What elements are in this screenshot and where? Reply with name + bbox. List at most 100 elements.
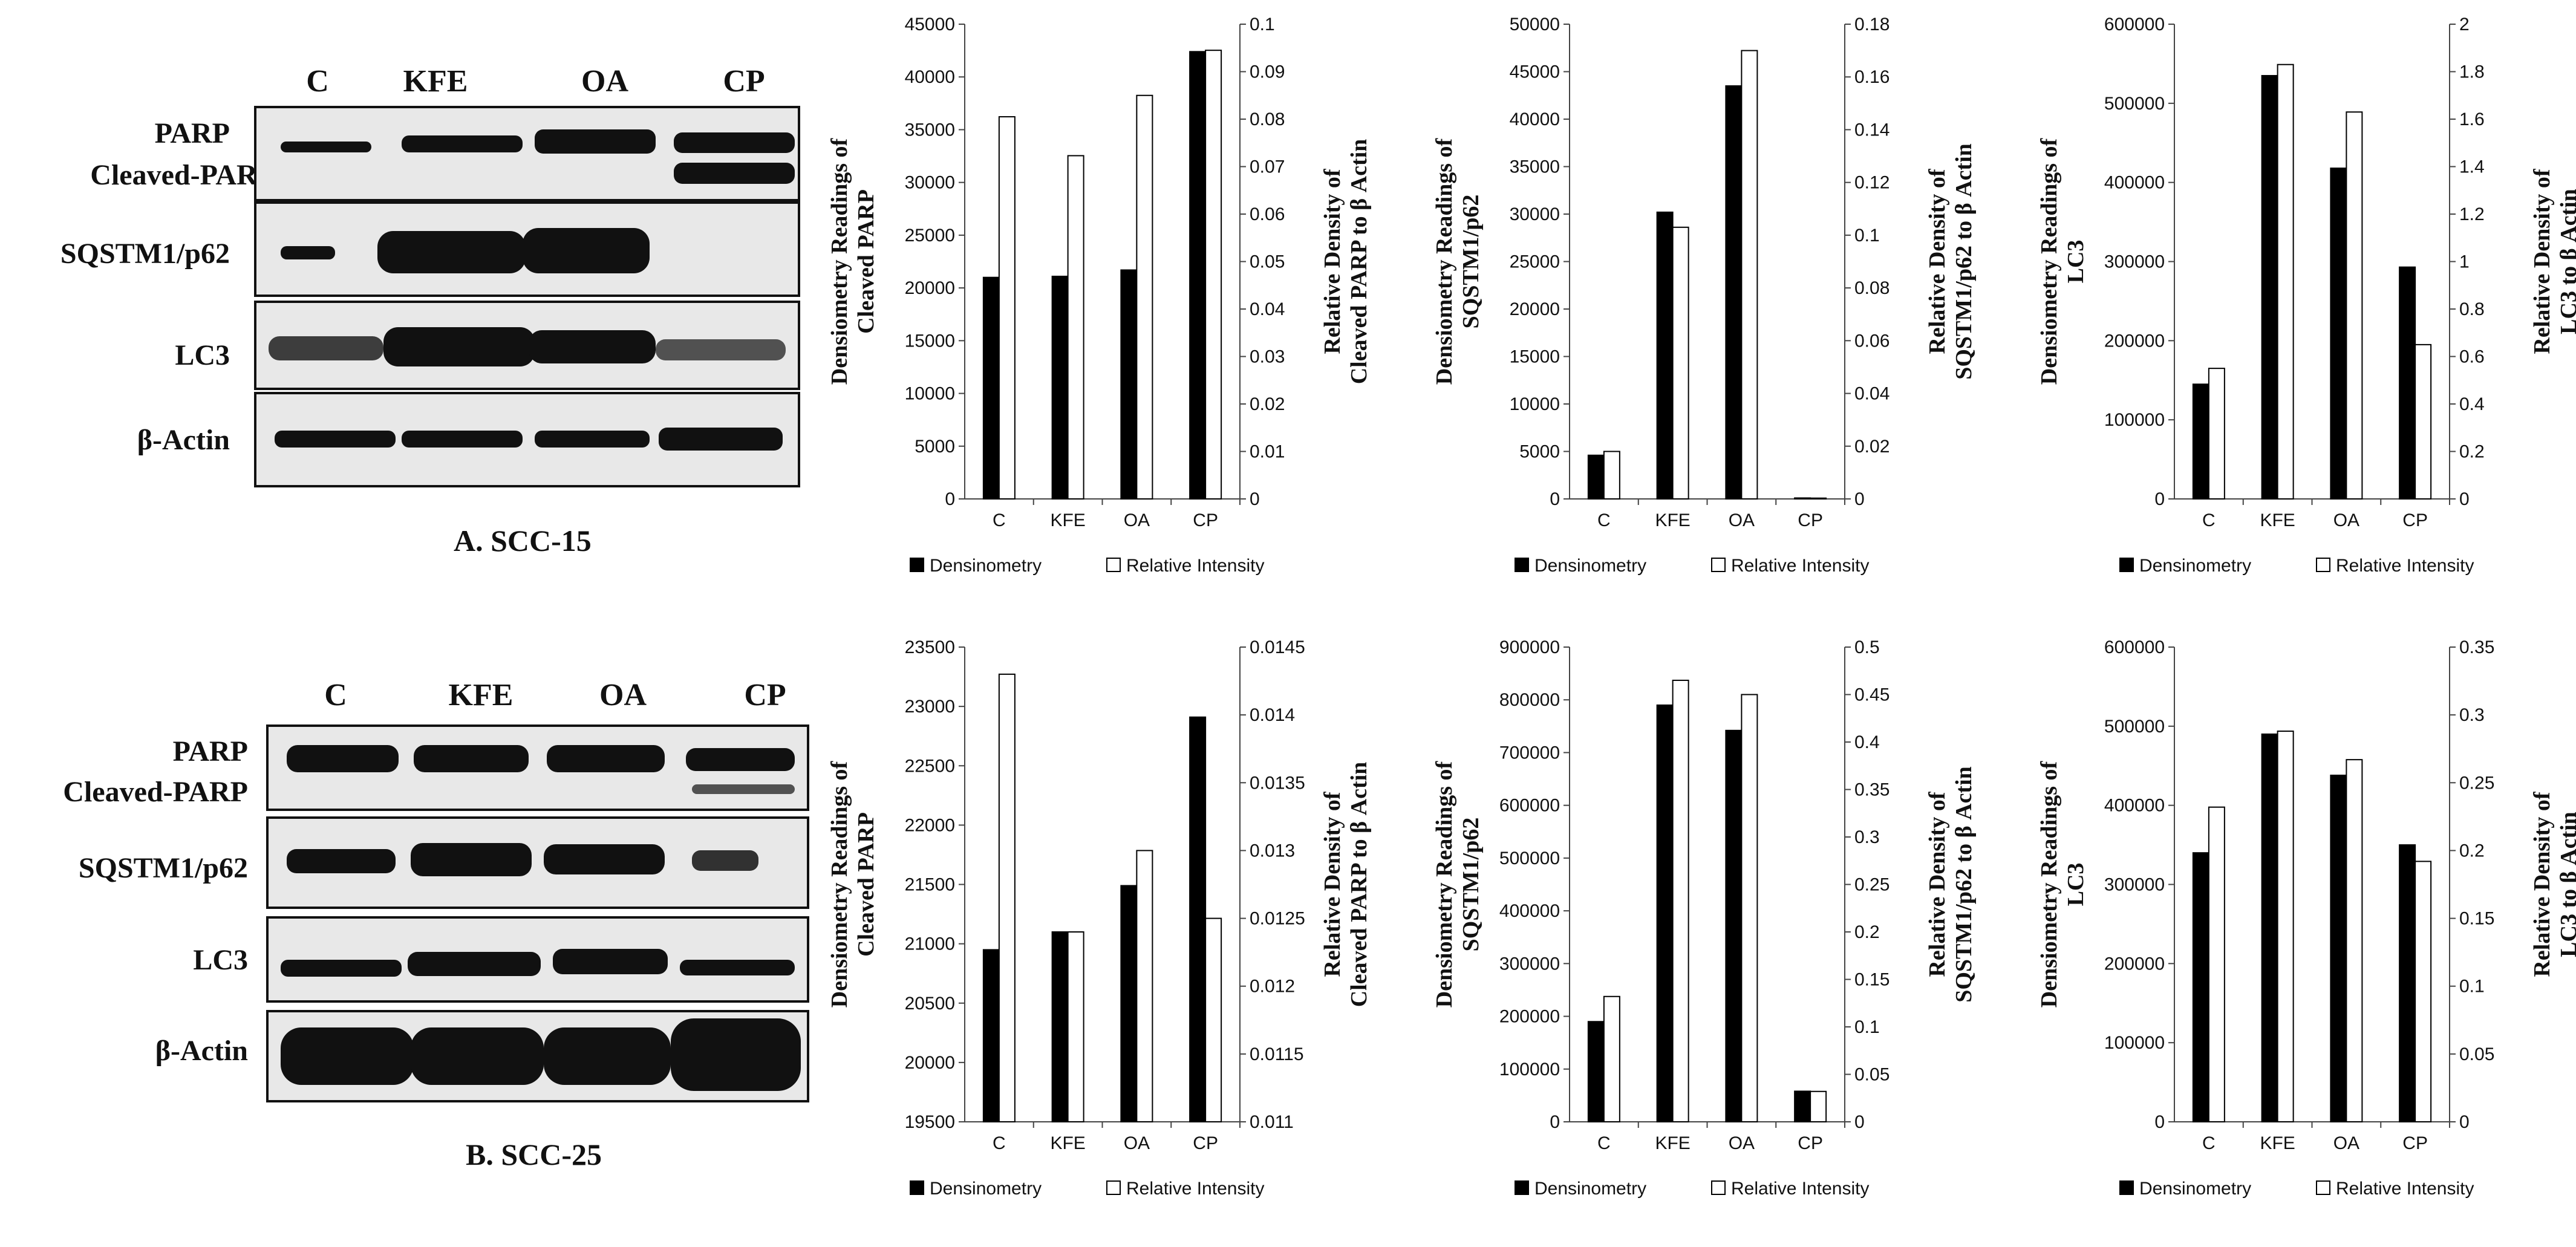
right-tick-label: 0.06 — [1854, 331, 1890, 351]
left-tick-label: 20000 — [905, 1053, 955, 1073]
left-axis-title: LC3 — [2063, 863, 2089, 907]
left-tick-label: 0 — [2154, 1112, 2165, 1132]
blot-strip-sqstm1 — [266, 816, 809, 909]
right-tick-label: 0.16 — [1854, 67, 1890, 87]
relative-intensity-bar-c — [2208, 368, 2225, 500]
left-axis-title: Cleaved PARP — [853, 189, 879, 334]
left-tick-label: 0 — [1550, 1112, 1560, 1132]
right-tick-label: 0.1 — [2459, 977, 2485, 997]
left-tick-label: 20000 — [1510, 299, 1560, 319]
left-tick-label: 22500 — [905, 756, 955, 776]
panel-caption-scc25: B. SCC-25 — [466, 1138, 602, 1171]
row-label-actin: β-Actin — [137, 424, 230, 456]
relative-intensity-bar-cp — [1810, 497, 1827, 500]
left-tick-label: 25000 — [1510, 252, 1560, 272]
blot-panel-scc25: C KFE OA CP PARP Cleaved-PARP SQSTM1/p62… — [0, 641, 810, 1185]
row-label-parp: PARP — [172, 735, 248, 767]
category-label: C — [2202, 1133, 2216, 1153]
left-tick-label: 100000 — [2104, 1033, 2165, 1053]
right-tick-label: 0.0115 — [1250, 1044, 1304, 1064]
left-tick-label: 23500 — [905, 637, 955, 657]
relative-intensity-bar-oa — [1741, 50, 1758, 500]
relative-intensity-bar-c — [998, 673, 1016, 1123]
lane-label-oa: OA — [581, 64, 628, 99]
blot-strip-sqstm1 — [254, 201, 800, 297]
densinometry-bar-c — [2192, 383, 2209, 500]
left-tick-label: 21000 — [905, 934, 955, 954]
blot-panel-scc15: C KFE OA CP PARP Cleaved-PARP SQSTM1/p62… — [0, 0, 810, 581]
densinometry-bar-oa — [1120, 885, 1138, 1122]
left-tick-label: 100000 — [2104, 410, 2165, 430]
left-tick-label: 900000 — [1499, 637, 1560, 657]
category-label: CP — [2402, 1133, 2428, 1153]
right-tick-label: 0.1 — [1250, 15, 1275, 34]
densinometry-bar-c — [2192, 852, 2209, 1122]
densinometry-bar-cp — [2399, 266, 2416, 500]
right-tick-label: 0.05 — [2459, 1044, 2494, 1064]
densinometry-bar-cp — [1189, 51, 1207, 500]
chart-scc15-cleaved-parp: 0 5000 10000 15000 20000 25000 30000 35000 40000… — [827, 15, 1372, 576]
densinometry-bar-cp — [1794, 1090, 1811, 1123]
legend-label-densinometry: Densinometry — [2139, 1179, 2251, 1199]
category-label: OA — [1124, 1133, 1150, 1153]
category-label: CP — [1798, 1133, 1823, 1153]
relative-intensity-bar-cp — [1205, 917, 1222, 1122]
right-tick-label: 1.6 — [2459, 109, 2485, 129]
left-tick-label: 10000 — [905, 384, 955, 404]
right-tick-label: 0.1 — [1854, 226, 1880, 246]
left-tick-label: 40000 — [1510, 109, 1560, 129]
relative-intensity-bar-kfe — [1067, 155, 1084, 500]
legend-swatch-relative-intensity — [1711, 1180, 1726, 1195]
blot-strip-parp — [254, 106, 800, 201]
row-label-actin: β-Actin — [155, 1035, 248, 1067]
left-tick-label: 35000 — [905, 120, 955, 140]
row-label-cleaved-parp: Cleaved-PARP — [63, 776, 248, 808]
legend-label-densinometry: Densinometry — [930, 556, 1042, 576]
lane-label-c: C — [324, 678, 347, 712]
right-tick-label: 0.25 — [1854, 875, 1890, 895]
left-tick-label: 19500 — [905, 1112, 955, 1132]
right-tick-label: 0.09 — [1250, 62, 1285, 82]
right-tick-label: 0.2 — [2459, 841, 2485, 861]
category-label: KFE — [1655, 510, 1690, 530]
row-label-sqstm1: SQSTM1/p62 — [60, 238, 230, 270]
left-tick-label: 23000 — [905, 697, 955, 717]
legend-swatch-densinometry — [1515, 1180, 1529, 1195]
left-tick-label: 22000 — [905, 815, 955, 835]
chart-scc15-sqstm1: 0 5000 10000 15000 20000 25000 30000 35000 40000… — [1432, 15, 1977, 576]
left-axis-title: Densiometry Readings of — [1432, 137, 1457, 385]
right-tick-label: 0.2 — [1854, 922, 1880, 942]
legend-swatch-relative-intensity — [2316, 558, 2330, 572]
right-tick-label: 0 — [1250, 489, 1260, 509]
left-axis-title: Densiometry Readings of — [2036, 760, 2062, 1008]
right-tick-label: 0.013 — [1250, 841, 1295, 861]
left-tick-label: 500000 — [2104, 717, 2165, 737]
right-axis-title: Relative Density of — [1320, 791, 1345, 977]
right-tick-label: 0.4 — [2459, 394, 2485, 414]
densinometry-bar-cp — [1794, 497, 1811, 500]
legend-label-relative-intensity: Relative Intensity — [2336, 556, 2474, 576]
left-tick-label: 400000 — [2104, 796, 2165, 816]
blot-strip-actin — [266, 1010, 809, 1102]
left-tick-label: 600000 — [2104, 637, 2165, 657]
legend-swatch-densinometry — [910, 1180, 924, 1195]
densinometry-bar-kfe — [2261, 733, 2278, 1122]
left-tick-label: 300000 — [1499, 954, 1560, 974]
densinometry-bar-c — [1587, 1021, 1605, 1122]
left-tick-label: 40000 — [905, 67, 955, 87]
left-tick-label: 20500 — [905, 994, 955, 1014]
right-tick-label: 0 — [2459, 489, 2470, 509]
legend-swatch-relative-intensity — [1106, 558, 1121, 572]
category-label: KFE — [1655, 1133, 1690, 1153]
blot-strip-lc3 — [254, 301, 800, 390]
left-tick-label: 200000 — [1499, 1007, 1560, 1027]
left-tick-label: 600000 — [2104, 15, 2165, 34]
left-tick-label: 0 — [1550, 489, 1560, 509]
right-tick-label: 0.08 — [1854, 278, 1890, 298]
blot-strip-actin — [254, 392, 800, 487]
legend-swatch-densinometry — [910, 558, 924, 572]
category-label: OA — [1729, 1133, 1755, 1153]
relative-intensity-bar-oa — [1136, 850, 1153, 1122]
row-label-sqstm1: SQSTM1/p62 — [78, 852, 248, 884]
right-tick-label: 0.15 — [1854, 970, 1890, 990]
